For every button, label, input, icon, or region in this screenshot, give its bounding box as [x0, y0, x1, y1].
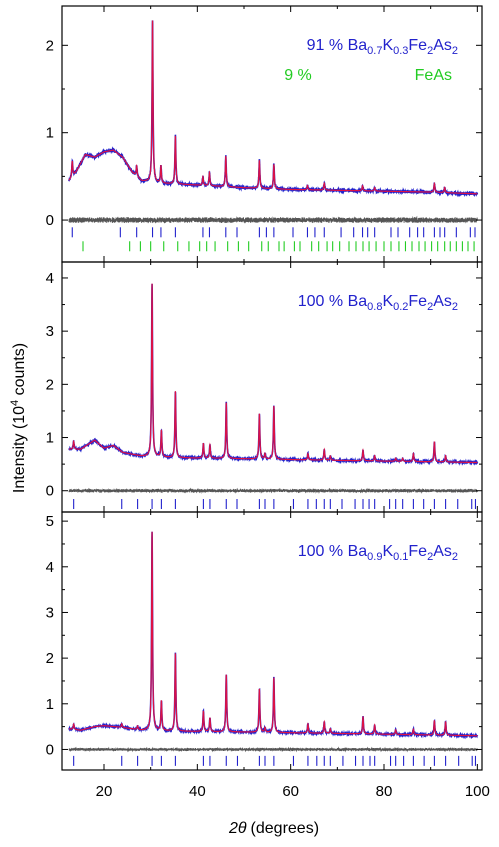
annotation-text: K: [382, 293, 393, 310]
annotation-text: As: [433, 543, 452, 560]
y-axis-label-sup: 4: [9, 400, 21, 406]
x-axis-label-symbol: 2θ: [228, 820, 247, 837]
annotation-subscript: 2: [452, 45, 458, 57]
annotation-text: Fe: [408, 293, 427, 310]
y-tick-label: 1: [46, 696, 54, 713]
y-tick-label: 1: [46, 430, 54, 447]
annotation-text: As: [433, 293, 452, 310]
annotation-text: Fe: [408, 37, 427, 54]
y-tick-label: 0: [46, 212, 54, 229]
annotation-text: K: [382, 543, 393, 560]
difference-line: [68, 487, 478, 494]
phase-annotation: 100 % Ba0.9K0.1Fe2As2: [298, 543, 458, 563]
annotation-subscript: 0.7: [367, 45, 382, 57]
annotation-subscript: 0.8: [367, 301, 382, 313]
y-axis-label: Intensity (104 counts): [9, 343, 28, 493]
annotation-subscript: 0.3: [393, 45, 408, 57]
annotation-subscript: 0.1: [393, 551, 408, 563]
annotation-text: K: [382, 37, 393, 54]
panel-plot-area: [68, 531, 479, 766]
x-tick-label: 60: [282, 783, 299, 800]
annotation-text: 100 % Ba: [298, 293, 367, 310]
calculated-intensity-line: [68, 283, 478, 464]
y-tick-label: 4: [46, 559, 54, 576]
y-tick-label: 5: [46, 513, 54, 530]
y-tick-label: 3: [46, 323, 54, 340]
y-axis-label-prefix: Intensity (10: [11, 406, 28, 493]
y-tick-label: 3: [46, 604, 54, 621]
calculated-intensity-line: [68, 531, 478, 737]
phase-annotation: 100 % Ba0.8K0.2Fe2As2: [298, 293, 458, 313]
x-axis-title: 2θ (degrees): [228, 820, 319, 837]
impurity-phase-annotation: FeAs: [415, 67, 452, 84]
y-tick-label: 0: [46, 483, 54, 500]
difference-line: [68, 215, 478, 224]
panel-frame: [61, 511, 483, 771]
difference-line: [68, 746, 478, 753]
annotation-text: 91 % Ba: [307, 37, 368, 54]
x-tick-label: 40: [189, 783, 206, 800]
panel-plot-area: [68, 283, 479, 510]
annotation-text: 100 % Ba: [298, 543, 367, 560]
y-tick-label: 2: [46, 650, 54, 667]
impurity-percentage-annotation: 9 %: [284, 67, 312, 84]
x-axis: 20 40 60 80 100: [96, 783, 490, 800]
annotation-subscript: 2: [427, 45, 433, 57]
phase-annotation: 91 % Ba0.7K0.3Fe2As2: [307, 37, 458, 57]
annotation-subscript: 2: [452, 301, 458, 313]
y-axis-label-suffix: counts): [11, 343, 28, 400]
annotation-subscript: 0.2: [393, 301, 408, 313]
annotation-subscript: 0.9: [367, 551, 382, 563]
y-tick-label: 2: [46, 376, 54, 393]
calculated-intensity-line: [68, 20, 478, 195]
x-tick-label: 20: [96, 783, 113, 800]
y-tick-label: 1: [46, 125, 54, 142]
annotation-subscript: 2: [452, 551, 458, 563]
x-tick-label: 80: [376, 783, 393, 800]
annotation-subscript: 2: [427, 301, 433, 313]
x-tick-label: 100: [465, 783, 490, 800]
x-axis-label: 2θ (degrees): [228, 820, 319, 837]
x-axis-label-units: (degrees): [251, 820, 319, 837]
y-axis-title: Intensity (104 counts): [9, 343, 28, 493]
y-tick-label: 4: [46, 270, 54, 287]
annotation-text: Fe: [408, 543, 427, 560]
y-tick-label: 2: [46, 37, 54, 54]
annotation-subscript: 2: [427, 551, 433, 563]
annotation-text: As: [433, 37, 452, 54]
y-tick-label: 0: [46, 741, 54, 758]
panel-plot-area: [68, 20, 479, 252]
